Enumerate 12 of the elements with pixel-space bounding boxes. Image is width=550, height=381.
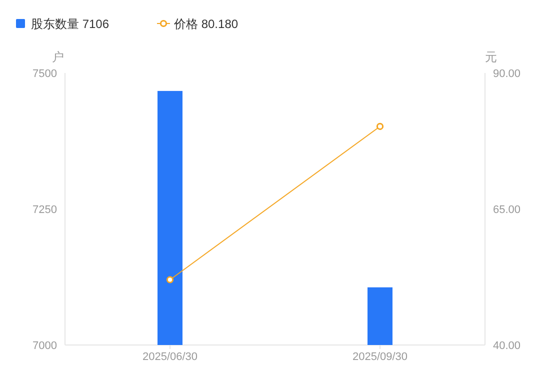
y-axis-title: 户 [52, 50, 64, 64]
y-tick-label: 7250 [32, 204, 57, 216]
y2-tick-label: 90.00 [493, 68, 521, 80]
legend-label: 价格 80.180 [173, 17, 238, 31]
y-tick-label: 7000 [32, 340, 57, 352]
y-tick-label: 7500 [32, 68, 57, 80]
legend-label: 股东数量 7106 [31, 17, 110, 31]
y2-axis-title: 元 [485, 50, 497, 64]
x-tick-label: 2025/09/30 [352, 351, 408, 363]
y2-tick-label: 65.00 [493, 204, 521, 216]
x-tick-label: 2025/06/30 [142, 351, 198, 363]
y2-tick-label: 40.00 [493, 340, 521, 352]
